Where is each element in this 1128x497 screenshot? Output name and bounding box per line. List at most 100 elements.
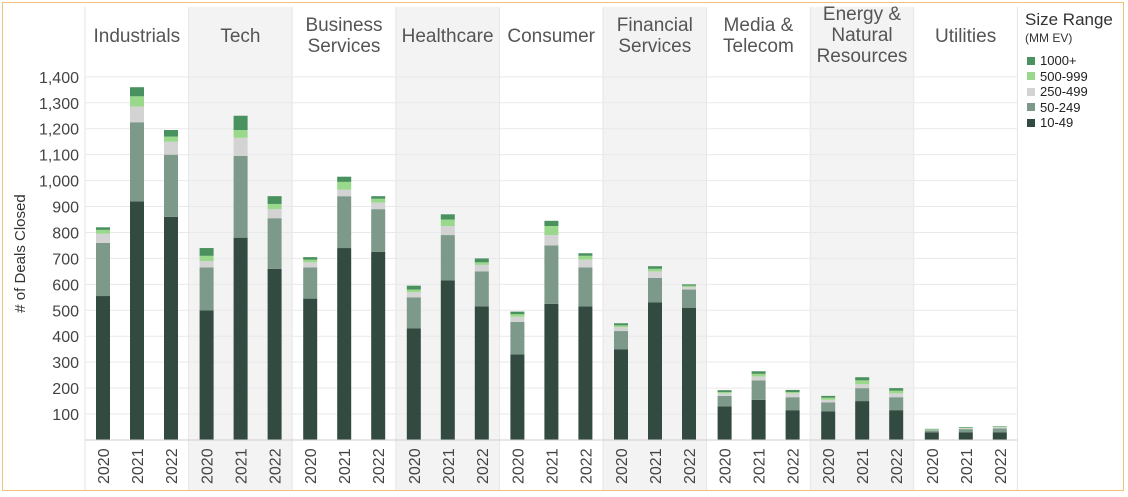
bar-segment	[406, 328, 421, 440]
legend-label: 50-249	[1040, 99, 1081, 115]
bar-segment	[855, 384, 870, 389]
bar-segment	[440, 235, 455, 281]
bar-segment	[958, 428, 973, 430]
bar-segment	[751, 373, 766, 377]
bar-segment	[717, 390, 732, 393]
bar-segment	[164, 216, 178, 440]
bar-segment	[958, 427, 973, 429]
x-tick-label: 2021	[337, 448, 354, 484]
bar-segment	[958, 427, 973, 428]
bar-segment	[924, 432, 939, 440]
bar-segment	[474, 271, 489, 307]
bar-segment	[267, 203, 282, 210]
bar-segment	[303, 267, 318, 299]
x-tick-label: 2021	[752, 448, 769, 484]
bar-segment	[614, 331, 628, 350]
bar-segment	[751, 399, 766, 440]
bar-segment	[233, 137, 248, 156]
bar-segment	[96, 242, 110, 297]
x-tick-label: 2020	[821, 448, 838, 484]
bar-segment	[544, 225, 559, 236]
bar-segment	[648, 277, 662, 303]
panel-label: Financial Services	[617, 15, 693, 57]
x-tick-label: 2022	[889, 448, 906, 484]
bar-segment	[510, 321, 525, 355]
bar-segment	[889, 388, 904, 391]
y-tick-label: 1,400	[39, 70, 79, 87]
legend-title: Size Range	[1025, 10, 1113, 29]
bar-segment	[267, 196, 282, 204]
bar-segment	[130, 201, 144, 440]
panel-label: Consumer	[507, 26, 595, 47]
x-tick-label: 2021	[855, 448, 872, 484]
bar-segment	[474, 258, 489, 263]
bar-segment	[614, 325, 628, 328]
x-tick-label: 2021	[648, 448, 665, 484]
bar-segment	[855, 377, 870, 381]
x-tick-label: 2021	[544, 448, 561, 484]
bar-segment	[164, 130, 178, 137]
y-tick-label: 1,300	[39, 96, 79, 113]
bar-segment	[821, 395, 836, 398]
bar-segment	[440, 225, 455, 236]
bar-segment	[821, 397, 836, 400]
x-tick-label: 2022	[475, 448, 492, 484]
bar-segment	[889, 397, 904, 411]
panel-label: Business Services	[305, 15, 382, 57]
bar-segment	[992, 426, 1007, 428]
bar-segment	[96, 233, 110, 243]
bar-segment	[130, 96, 144, 107]
y-tick-label: 800	[52, 225, 79, 242]
bar-segment	[821, 411, 836, 440]
bar-segment	[96, 296, 110, 440]
bar-segment	[544, 235, 559, 246]
bar-segment	[440, 280, 455, 440]
bar-segment	[924, 428, 939, 430]
y-tick-label: 300	[52, 355, 79, 372]
x-tick-label: 2020	[718, 448, 735, 484]
bar-segment	[614, 327, 628, 332]
chart-frame: 100 200 300 400 500 600 700 800 900 1,000 1,100 1,2…	[2, 2, 1124, 491]
legend-label: 10-49	[1040, 115, 1074, 131]
bar-segment	[337, 196, 352, 249]
bar-segment	[233, 155, 248, 238]
panel-label: Energy & Natural Resources	[817, 4, 908, 67]
bar-segment	[855, 388, 870, 402]
bar-segment	[924, 429, 939, 430]
x-tick-label: 2021	[441, 448, 458, 484]
x-tick-label: 2022	[786, 448, 803, 484]
bar-segment	[682, 289, 696, 308]
bar-segment	[96, 229, 110, 234]
legend-entry: 250-499	[1027, 84, 1088, 100]
bar-segment	[751, 380, 766, 400]
y-tick-label: 700	[52, 251, 79, 268]
x-tick-label: 2022	[682, 448, 699, 484]
bar-segment	[371, 251, 386, 440]
y-tick-label: 200	[52, 381, 79, 398]
x-tick-label: 2022	[268, 448, 285, 484]
bar-segment	[958, 429, 973, 433]
y-axis-label: # of Deals Closed	[12, 194, 29, 312]
bar-segment	[648, 302, 662, 440]
bar-segment	[267, 268, 282, 440]
bar-segment	[233, 130, 248, 138]
y-tick-label: 1,100	[39, 148, 79, 165]
bar-segment	[682, 286, 696, 290]
bar-segment	[717, 395, 732, 407]
bar-segment	[992, 426, 1007, 427]
bar-segment	[751, 371, 766, 374]
bar-segment	[821, 402, 836, 412]
x-tick-label: 2020	[303, 448, 320, 484]
bar-segment	[510, 311, 525, 315]
x-tick-label: 2020	[96, 448, 113, 484]
bar-segment	[440, 214, 455, 220]
bar-segment	[164, 141, 178, 155]
legend-subtitle: (MM EV)	[1025, 31, 1073, 45]
bar-segment	[648, 268, 662, 272]
bar-segment	[96, 227, 110, 230]
bar-segment	[233, 115, 248, 131]
deals-chart: 100 200 300 400 500 600 700 800 900 1,000 1,100 1,2…	[12, 4, 1018, 490]
panel-label: Industrials	[93, 26, 180, 47]
bar-segment	[924, 430, 939, 433]
bar-segment	[199, 310, 214, 440]
